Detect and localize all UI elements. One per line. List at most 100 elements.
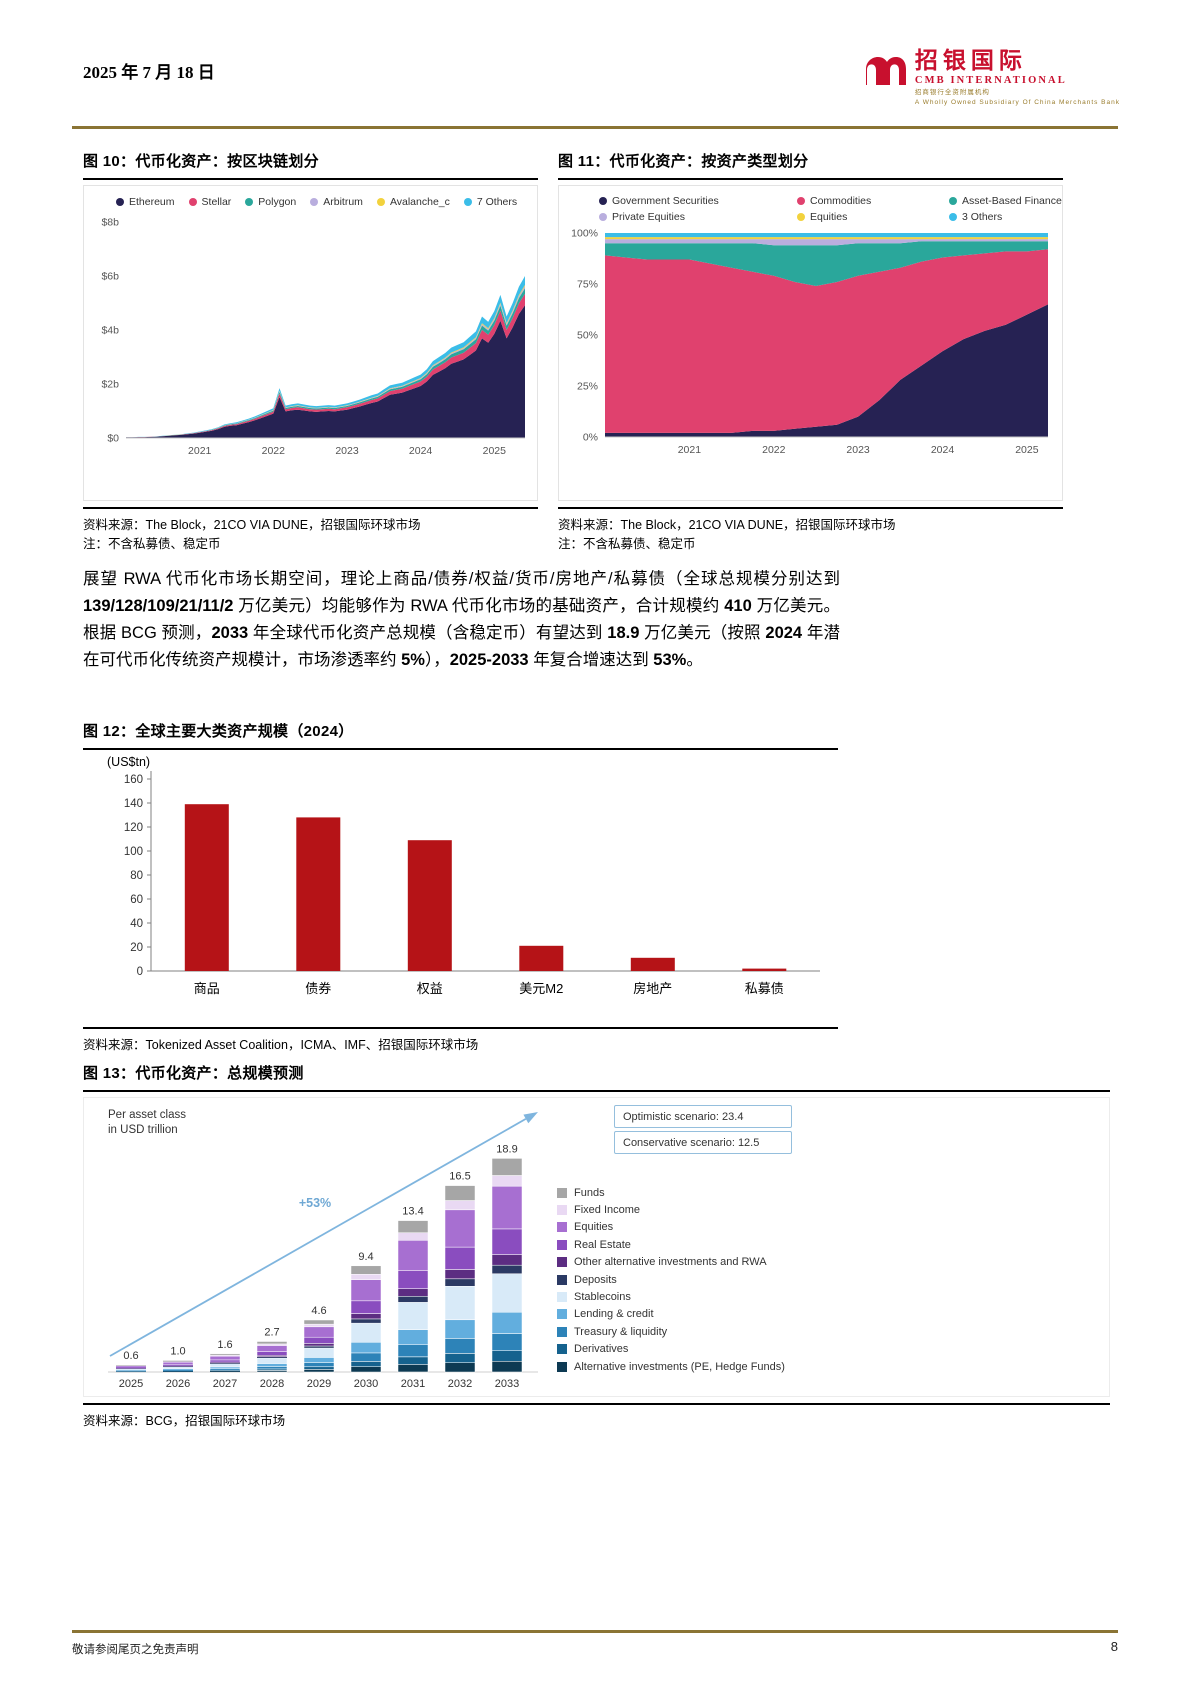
footer-disclaimer: 敬请参阅尾页之免责声明 (72, 1644, 199, 1656)
paragraph-segment: 年全球代币化资产总规模（含稳定币）有望达到 (248, 624, 608, 642)
stack-segment-deposits (350, 1318, 382, 1324)
stack-segment-alternative-investments-pe-hedge-funds (303, 1369, 335, 1373)
figure12-source: 资料来源：Tokenized Asset Coalition，ICMA、IMF、… (83, 1038, 479, 1052)
legend-swatch (557, 1222, 567, 1233)
svg-text:$0: $0 (107, 433, 119, 445)
stack-segment-funds (163, 1360, 193, 1362)
figure11-title: 图 11：代币化资产：按资产类型划分 (558, 150, 1063, 180)
svg-text:160: 160 (124, 774, 143, 786)
bar- (742, 968, 787, 971)
area-series-stellar (126, 293, 525, 438)
legend-label: Arbitrum (323, 196, 363, 208)
figure13-stacked-bar-chart: 0.6 2025 1.0 2026 1.6 2027 2.7 2028 4.6 2029 9.4 20… (108, 1112, 538, 1390)
svg-text:权益: 权益 (417, 981, 443, 996)
legend-dot (376, 198, 385, 206)
stack-segment-treasury-liquidity (491, 1333, 523, 1351)
bar-m2 (519, 945, 564, 971)
legend-item-fixed-income: Fixed Income (557, 1201, 785, 1218)
svg-text:2031: 2031 (401, 1378, 425, 1390)
paragraph-bold-segment: 2025-2033 (449, 651, 529, 669)
stack-segment-equities (397, 1240, 429, 1271)
legend-swatch (557, 1239, 567, 1250)
bar- (630, 957, 675, 971)
stack-segment-alternative-investments-pe-hedge-funds (491, 1361, 523, 1373)
stack-segment-lending-credit (397, 1329, 429, 1345)
svg-text:20: 20 (130, 942, 143, 954)
stack-segment-real-estate (116, 1367, 146, 1369)
paragraph-segment: 万亿美元（按照 (639, 624, 766, 642)
svg-text:100: 100 (124, 846, 143, 858)
scenario-boxes: Optimistic scenario: 23.4 Conservative s… (614, 1105, 792, 1157)
legend-label: Asset-Based Finance (962, 195, 1062, 207)
legend-label: Stablecoins (574, 1291, 631, 1304)
optimistic-scenario-box: Optimistic scenario: 23.4 (614, 1105, 792, 1128)
svg-text:18.9: 18.9 (496, 1143, 517, 1155)
svg-text:100%: 100% (571, 228, 598, 240)
svg-text:60: 60 (130, 894, 143, 906)
svg-text:140: 140 (124, 798, 143, 810)
stack-segment-derivatives (350, 1361, 382, 1367)
stack-segment-other-alternative-investments-and-rwa (491, 1254, 523, 1266)
stack-segment-fixed-income (350, 1274, 382, 1280)
stack-segment-fixed-income (397, 1232, 429, 1241)
svg-text:2021: 2021 (188, 445, 212, 457)
stack-segment-real-estate (209, 1359, 241, 1363)
svg-text:2024: 2024 (409, 445, 433, 457)
stack-segment-fixed-income (444, 1200, 476, 1211)
figure10-title: 图 10：代币化资产：按区块链划分 (83, 150, 538, 180)
stack-segment-real-estate (444, 1246, 476, 1270)
legend-item-lending-credit: Lending & credit (557, 1306, 785, 1323)
stack-segment-fixed-income (491, 1175, 523, 1187)
stack-segment-funds (303, 1319, 335, 1325)
area-series-government-securities (605, 304, 1048, 437)
svg-text:$4b: $4b (101, 325, 119, 337)
svg-text:16.5: 16.5 (449, 1171, 470, 1183)
stack-segment-stablecoins (444, 1285, 476, 1321)
stack-segment-stablecoins (116, 1368, 146, 1371)
stack-segment-other-alternative-investments-and-rwa (303, 1343, 335, 1347)
brand-name-cn: 招银国际 (914, 48, 1027, 73)
legend-item-asset-based-finance: Asset-Based Finance (949, 195, 1062, 207)
stack-segment-other-alternative-investments-and-rwa (210, 1362, 240, 1363)
paragraph-bold-segment: 139/128/109/21/11/2 (83, 597, 234, 615)
bar- (407, 840, 452, 971)
svg-text:美元M2: 美元M2 (519, 981, 563, 996)
paragraph-bold-segment: 5% (401, 651, 425, 669)
svg-text:2.7: 2.7 (264, 1327, 279, 1339)
legend-item-derivatives: Derivatives (557, 1341, 785, 1358)
legend-label: Treasury & liquidity (574, 1325, 668, 1338)
bar- (184, 804, 229, 971)
paragraph-bold-segment: 18.9 (607, 624, 640, 642)
stack-segment-real-estate (256, 1351, 288, 1356)
svg-text:2023: 2023 (335, 445, 359, 457)
paragraph-segment: 年潜在可代币化传统资产规模计，市场渗透率约 (83, 624, 840, 669)
stack-segment-fixed-income (163, 1361, 193, 1363)
area-series-ethereum (126, 305, 525, 438)
svg-text:$6b: $6b (101, 271, 119, 283)
svg-text:房地产: 房地产 (633, 981, 672, 996)
legend-item-3-others: 3 Others (949, 211, 1062, 223)
legend-label: 3 Others (962, 211, 1003, 223)
paragraph-bold-segment: 2024 (765, 624, 803, 642)
stack-segment-derivatives (163, 1370, 193, 1372)
stack-segment-derivatives (444, 1353, 476, 1363)
legend-item-equities: Equities (797, 211, 949, 223)
report-date: 2025 年 7 月 18 日 (83, 63, 215, 82)
legend-label: Deposits (574, 1273, 617, 1286)
paragraph-segment: ）， (424, 651, 450, 669)
stack-segment-stablecoins (303, 1347, 335, 1358)
svg-text:0: 0 (137, 966, 143, 978)
legend-dot (245, 198, 254, 206)
figure12-divider (83, 1027, 838, 1029)
svg-text:4.6: 4.6 (311, 1305, 326, 1317)
legend-label: Alternative investments (PE, Hedge Funds… (574, 1360, 785, 1373)
stack-segment-alternative-investments-pe-hedge-funds (256, 1370, 288, 1373)
svg-text:2022: 2022 (762, 444, 786, 456)
stack-segment-equities (303, 1326, 335, 1338)
stack-segment-real-estate (303, 1336, 335, 1344)
paragraph-bold-segment: 53% (653, 651, 687, 669)
stack-segment-other-alternative-investments-and-rwa (350, 1313, 382, 1320)
legend-item-arbitrum: Arbitrum (310, 196, 363, 208)
stack-segment-equities (350, 1279, 382, 1302)
svg-text:50%: 50% (577, 330, 598, 342)
